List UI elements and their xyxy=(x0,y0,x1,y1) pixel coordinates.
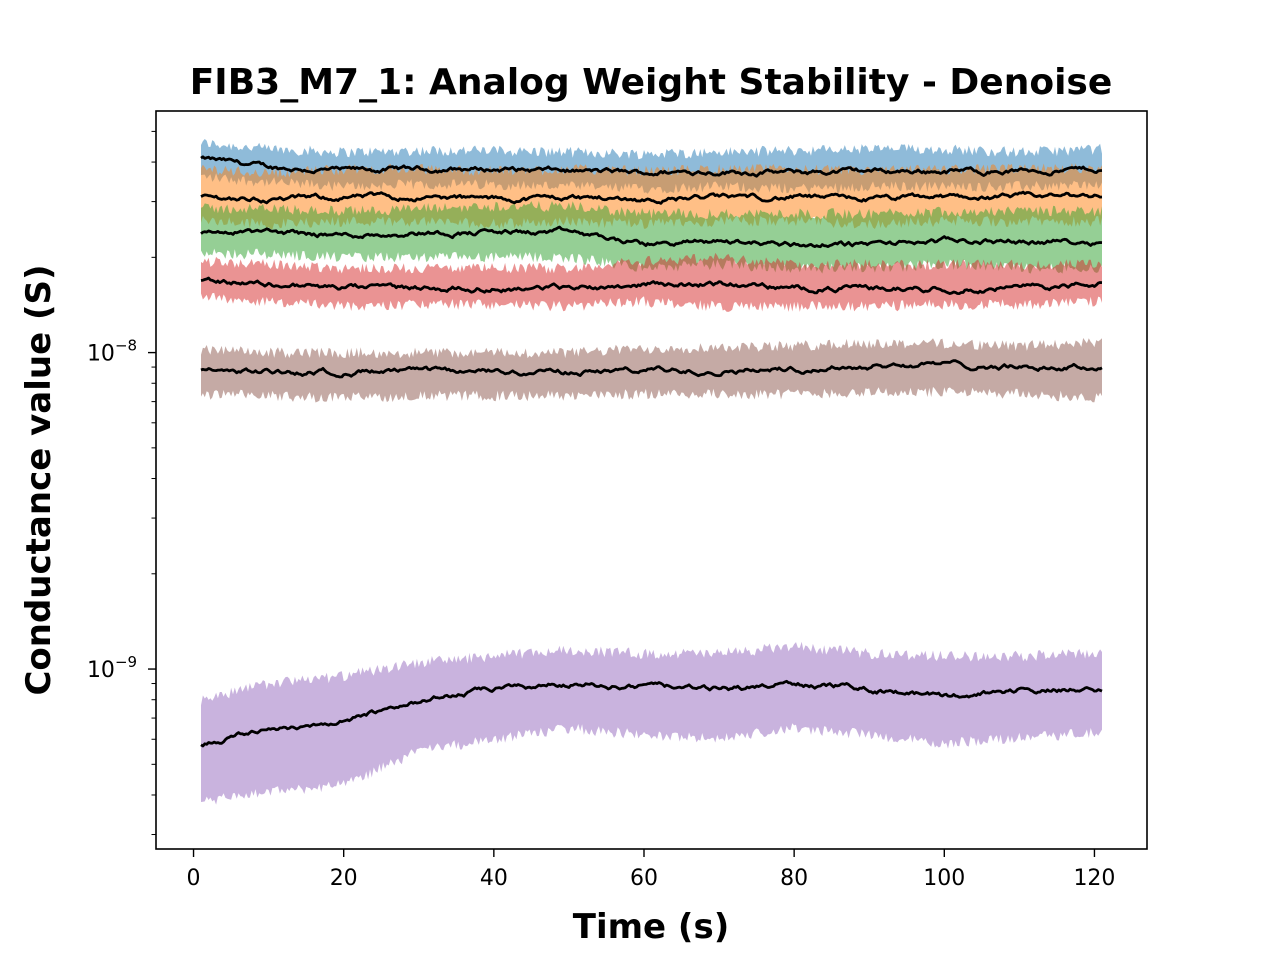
x-tick-label: 0 xyxy=(187,866,201,891)
series-band-3 xyxy=(201,200,1102,274)
series-mean-line-6 xyxy=(200,679,1103,748)
x-axis-label: Time (s) xyxy=(573,907,730,947)
y-axis-label: Conductance value (S) xyxy=(19,264,59,695)
plot-frame xyxy=(155,110,1148,850)
series-mean-line-1 xyxy=(200,155,1103,178)
plot-area xyxy=(200,139,1103,805)
y-axis: 10−9 10−8 xyxy=(87,130,156,836)
series-band-6 xyxy=(201,641,1102,805)
x-tick-label: 80 xyxy=(780,866,808,891)
series-mean-line-3 xyxy=(200,225,1103,249)
x-tick-label: 100 xyxy=(923,866,965,891)
chart-title: FIB3_M7_1: Analog Weight Stability - Den… xyxy=(190,62,1113,103)
x-axis: 0 20 40 60 80 100 120 xyxy=(187,849,1115,891)
x-tick-label: 120 xyxy=(1073,866,1115,891)
series-mean-line-4 xyxy=(200,276,1103,295)
series-mean-line-2 xyxy=(200,190,1103,205)
x-tick-label: 40 xyxy=(480,866,508,891)
x-tick-label: 60 xyxy=(630,866,658,891)
series-band-5 xyxy=(201,338,1102,403)
y-tick-label: 10−9 xyxy=(87,653,137,683)
x-tick-label: 20 xyxy=(330,866,358,891)
series-mean-line-5 xyxy=(200,359,1103,379)
y-tick-label: 10−8 xyxy=(87,337,137,367)
